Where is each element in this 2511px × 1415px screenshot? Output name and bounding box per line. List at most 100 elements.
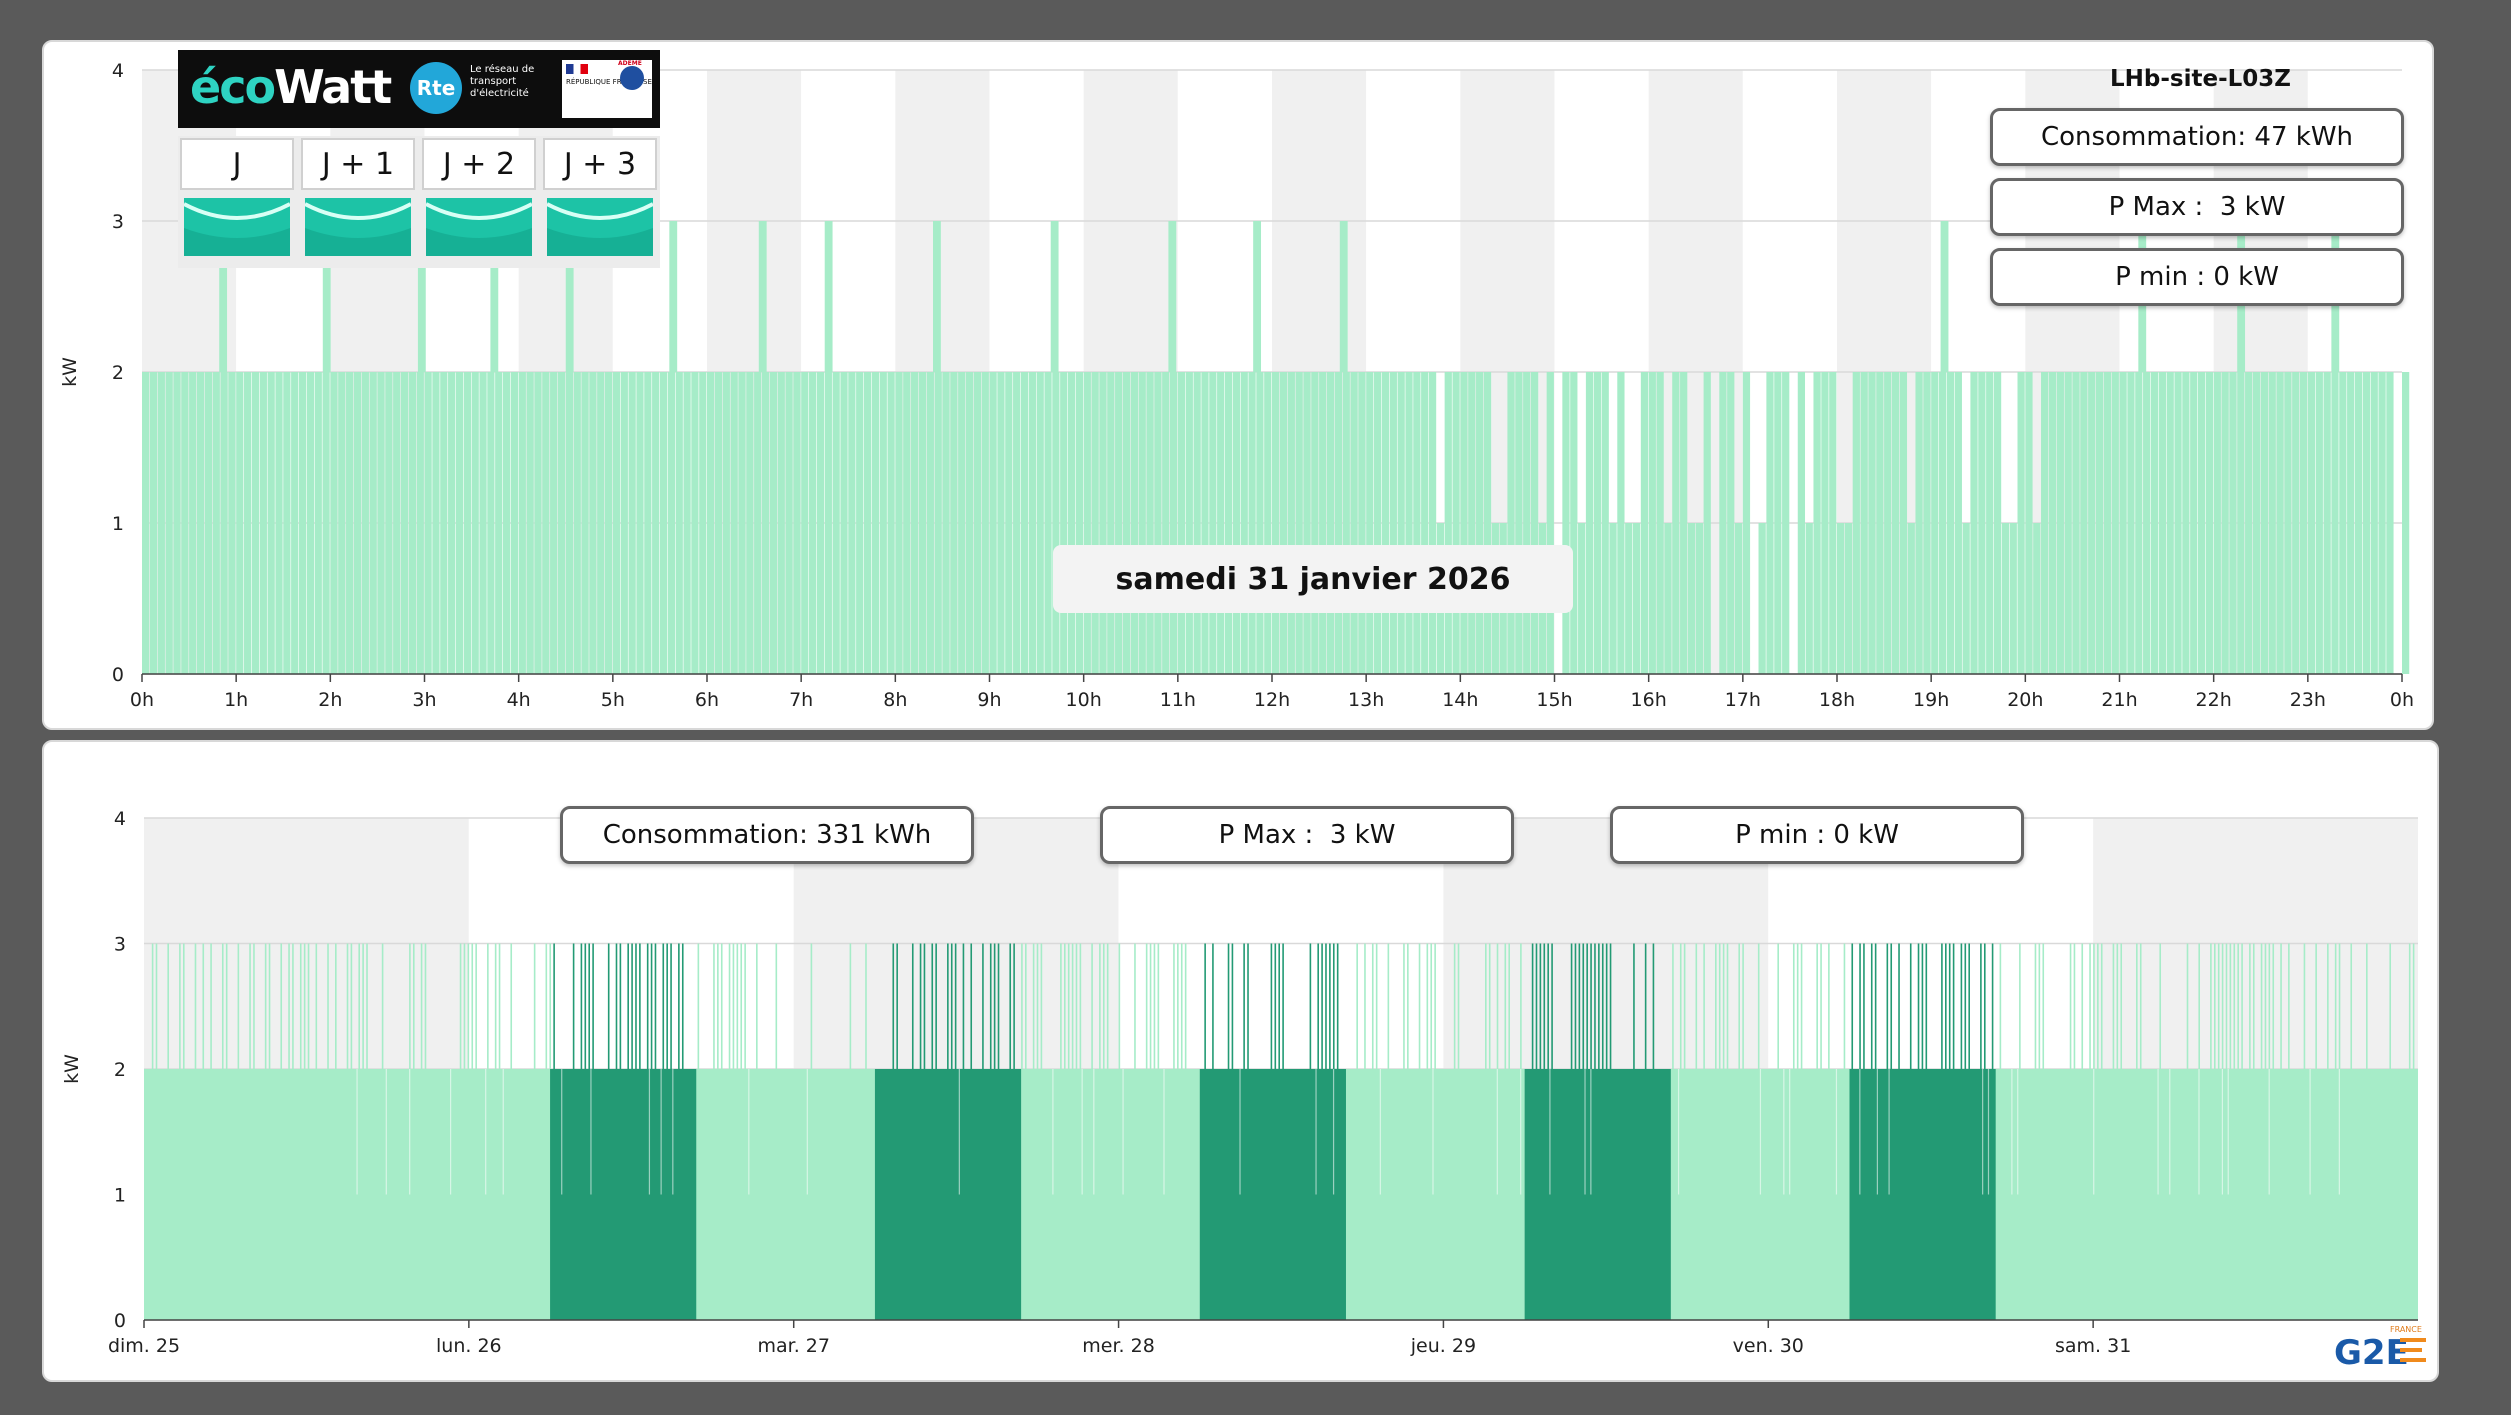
consumption-bar <box>1931 372 1939 674</box>
consumption-bar <box>298 372 307 674</box>
consumption-bar <box>2166 372 2174 674</box>
consumption-bar <box>604 372 613 674</box>
consumption-bar <box>1421 372 1429 674</box>
drop-gap <box>1590 1069 1592 1195</box>
high-tariff-bar <box>1849 1069 1996 1320</box>
consumption-bar <box>173 372 181 674</box>
drop-gap <box>1332 1069 1335 1195</box>
peak-spike <box>2268 943 2271 1069</box>
drop-gap <box>1093 1069 1095 1195</box>
drop-gap <box>2017 1069 2019 1195</box>
consumption-bar <box>644 372 652 674</box>
peak-spike <box>639 943 641 1069</box>
peak-bar <box>1253 221 1262 372</box>
consumption-bar <box>1640 372 1649 674</box>
drop-gap <box>1987 1069 1990 1195</box>
consumption-bar <box>1546 372 1554 674</box>
consumption-bar <box>1326 372 1335 674</box>
daily-consumption-panel: 0 1 2 3 4 kW 0h 1h 2h 3h 4h 5h 6h 7h 8h 9h 10h 11h 12h 13h 1… <box>42 40 2434 730</box>
week-pmin-box: P min : 0 kW <box>1610 806 2024 864</box>
consumption-bar <box>2378 372 2386 674</box>
peak-spike <box>1075 943 1078 1069</box>
consumption-bar <box>707 372 715 674</box>
peak-spike <box>2408 943 2411 1069</box>
peak-spike <box>553 943 555 1069</box>
peak-spike <box>1060 943 1062 1069</box>
consumption-bar <box>777 372 785 674</box>
peak-bar <box>322 221 331 372</box>
consumption-bar <box>1091 372 1099 674</box>
consumption-bar <box>1169 372 1178 674</box>
consumption-bar <box>1578 523 1586 674</box>
drop-gap <box>1759 1069 1762 1195</box>
consumption-bar <box>1013 372 1021 674</box>
consumption-bar <box>440 372 448 674</box>
consumption-bar <box>1829 372 1837 674</box>
wave-fill <box>426 228 532 256</box>
peak-spike <box>1067 943 1070 1069</box>
peak-spike <box>2327 943 2329 1069</box>
consumption-bar <box>675 372 683 674</box>
consumption-bar <box>2182 372 2190 674</box>
x-tick-label: ven. 30 <box>1733 1335 1804 1357</box>
peak-spike <box>299 943 302 1069</box>
consumption-bar <box>714 372 723 674</box>
x-tick-label: 13h <box>1348 689 1384 711</box>
peak-spike <box>1890 943 1893 1069</box>
peak-spike <box>717 943 719 1069</box>
consumption-bar <box>2252 372 2261 674</box>
peak-spike <box>1426 943 1429 1069</box>
spikes-group <box>151 943 2415 1195</box>
peak-spike <box>1738 943 1740 1069</box>
peak-spike <box>463 943 466 1069</box>
y-tick-label: 4 <box>114 808 126 830</box>
consumption-bar <box>832 372 840 674</box>
peak-spike <box>1796 943 1799 1069</box>
peak-spike <box>2350 943 2353 1069</box>
peak-spike <box>1991 943 1994 1069</box>
consumption-bar <box>1232 372 1241 674</box>
consumption-bar <box>918 372 927 674</box>
consumption-bar <box>346 372 354 674</box>
consumption-bar <box>1256 372 1264 674</box>
consumption-bar <box>1774 372 1782 674</box>
consumption-bar <box>1483 372 1492 674</box>
consumption-bar <box>2245 372 2253 674</box>
ecowatt-day-label: J + 2 <box>422 138 536 190</box>
peak-spike <box>849 943 852 1069</box>
peak-spike <box>179 943 181 1069</box>
consumption-bar <box>236 372 244 674</box>
peak-spike <box>409 943 411 1069</box>
peak-spike <box>1820 943 1822 1069</box>
drop-gap <box>409 1069 411 1195</box>
peak-spike <box>1488 943 1491 1069</box>
peak-spike <box>1040 943 1043 1069</box>
consumption-bar <box>1209 372 1217 674</box>
drop-gap <box>1835 1069 1838 1195</box>
drop-gap <box>958 1069 960 1195</box>
peak-spike <box>931 943 934 1069</box>
consumption-bar <box>1366 372 1374 674</box>
consumption-bar <box>793 372 801 674</box>
peak-spike <box>280 943 283 1069</box>
consumption-bar <box>1374 372 1382 674</box>
consumption-bar <box>1052 372 1060 674</box>
drop-gap <box>1677 1069 1680 1195</box>
peak-spike <box>662 943 665 1069</box>
peak-spike <box>1535 943 1538 1069</box>
y-tick-label: 3 <box>114 934 126 956</box>
consumption-bar <box>1342 372 1350 674</box>
wave-icon <box>426 202 532 256</box>
consumption-bar <box>2190 372 2198 674</box>
peak-spike <box>2139 943 2142 1069</box>
ecowatt-day-j: J <box>178 136 296 264</box>
peak-spike <box>2389 943 2392 1069</box>
consumption-bar <box>1939 372 1947 674</box>
bars-group <box>142 221 2410 674</box>
ecowatt-signal-green-icon <box>184 198 290 256</box>
peak-spike <box>1851 943 1854 1069</box>
peak-spike <box>2186 943 2189 1069</box>
consumption-bar <box>2041 372 2049 674</box>
peak-spike <box>993 943 996 1069</box>
consumption-bar <box>1821 372 1829 674</box>
